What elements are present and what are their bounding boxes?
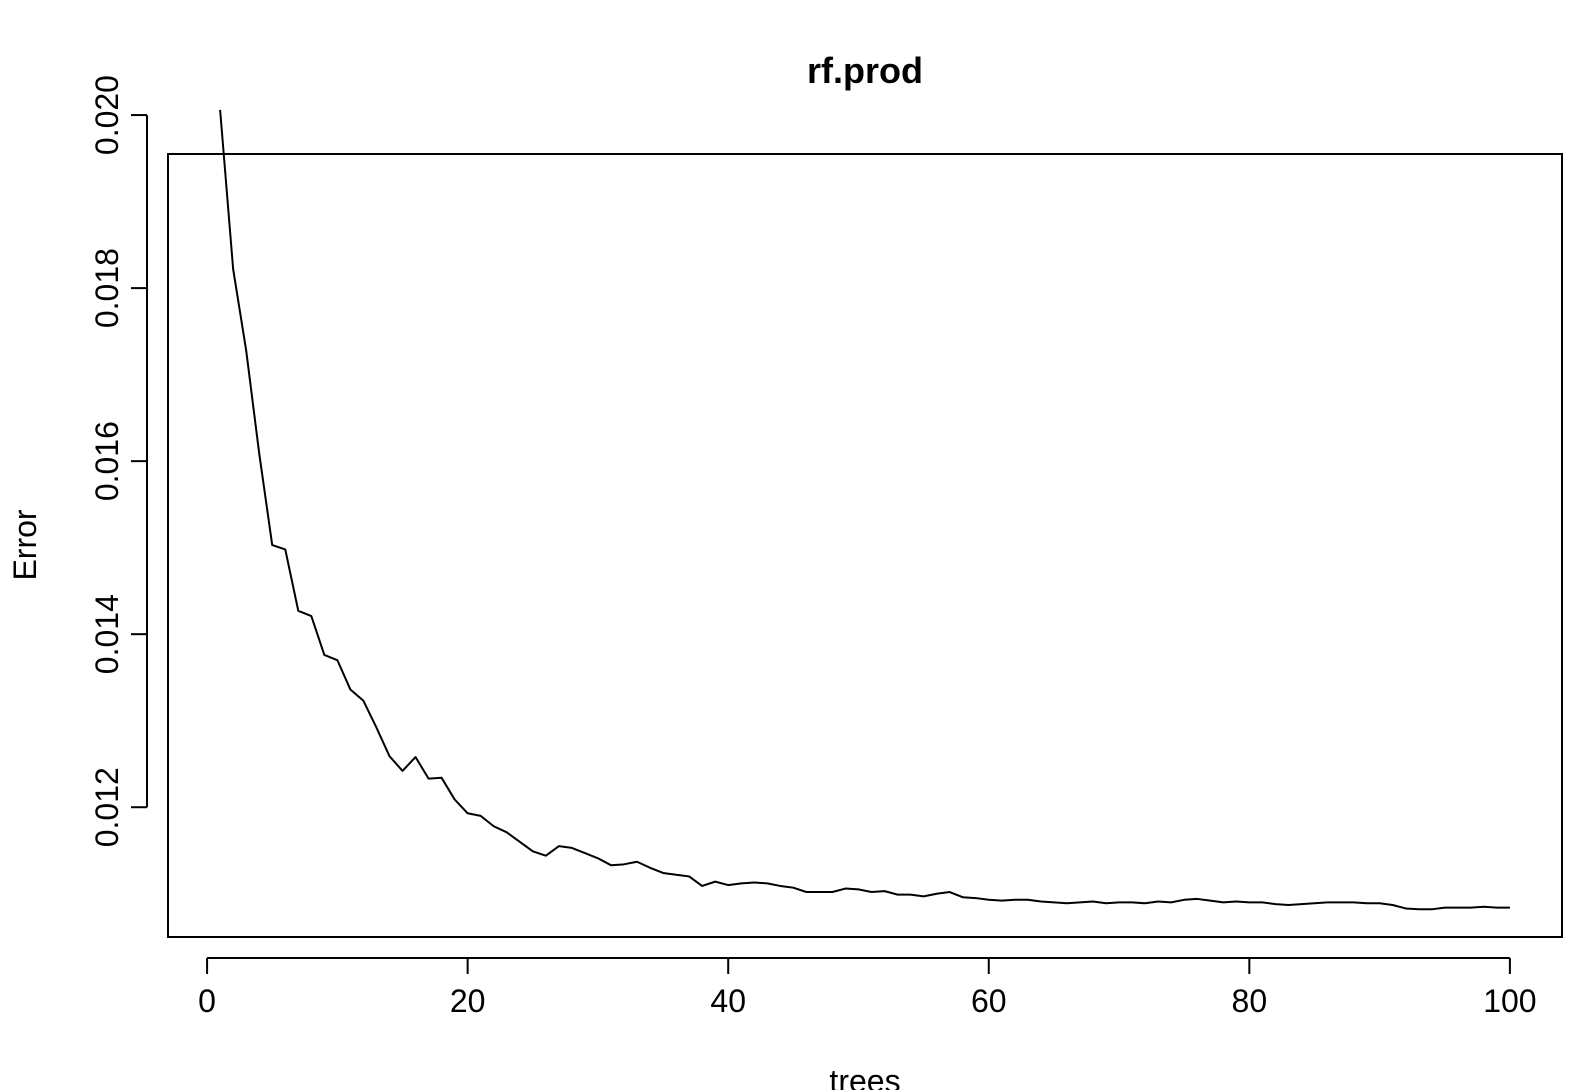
chart-title: rf.prod [807,50,923,91]
y-axis: 0.012 0.014 0.016 0.018 0.020 [89,75,148,847]
x-tick-label: 40 [710,983,746,1019]
x-tick-label: 0 [198,983,216,1019]
y-tick-label: 0.012 [89,767,125,847]
x-tick-label: 20 [450,983,486,1019]
plot-frame [167,153,1563,938]
y-axis-label: Error [7,509,43,580]
x-axis-label: trees [829,1063,900,1090]
error-series-line [219,109,1510,911]
y-tick-label: 0.020 [89,75,125,155]
y-tick-label: 0.016 [89,421,125,501]
x-tick-label: 60 [971,983,1007,1019]
x-axis: 0 20 40 60 80 100 [198,957,1537,1019]
x-tick-label: 80 [1232,983,1268,1019]
y-tick-label: 0.014 [89,594,125,674]
x-tick-label: 100 [1483,983,1536,1019]
y-tick-label: 0.018 [89,248,125,328]
